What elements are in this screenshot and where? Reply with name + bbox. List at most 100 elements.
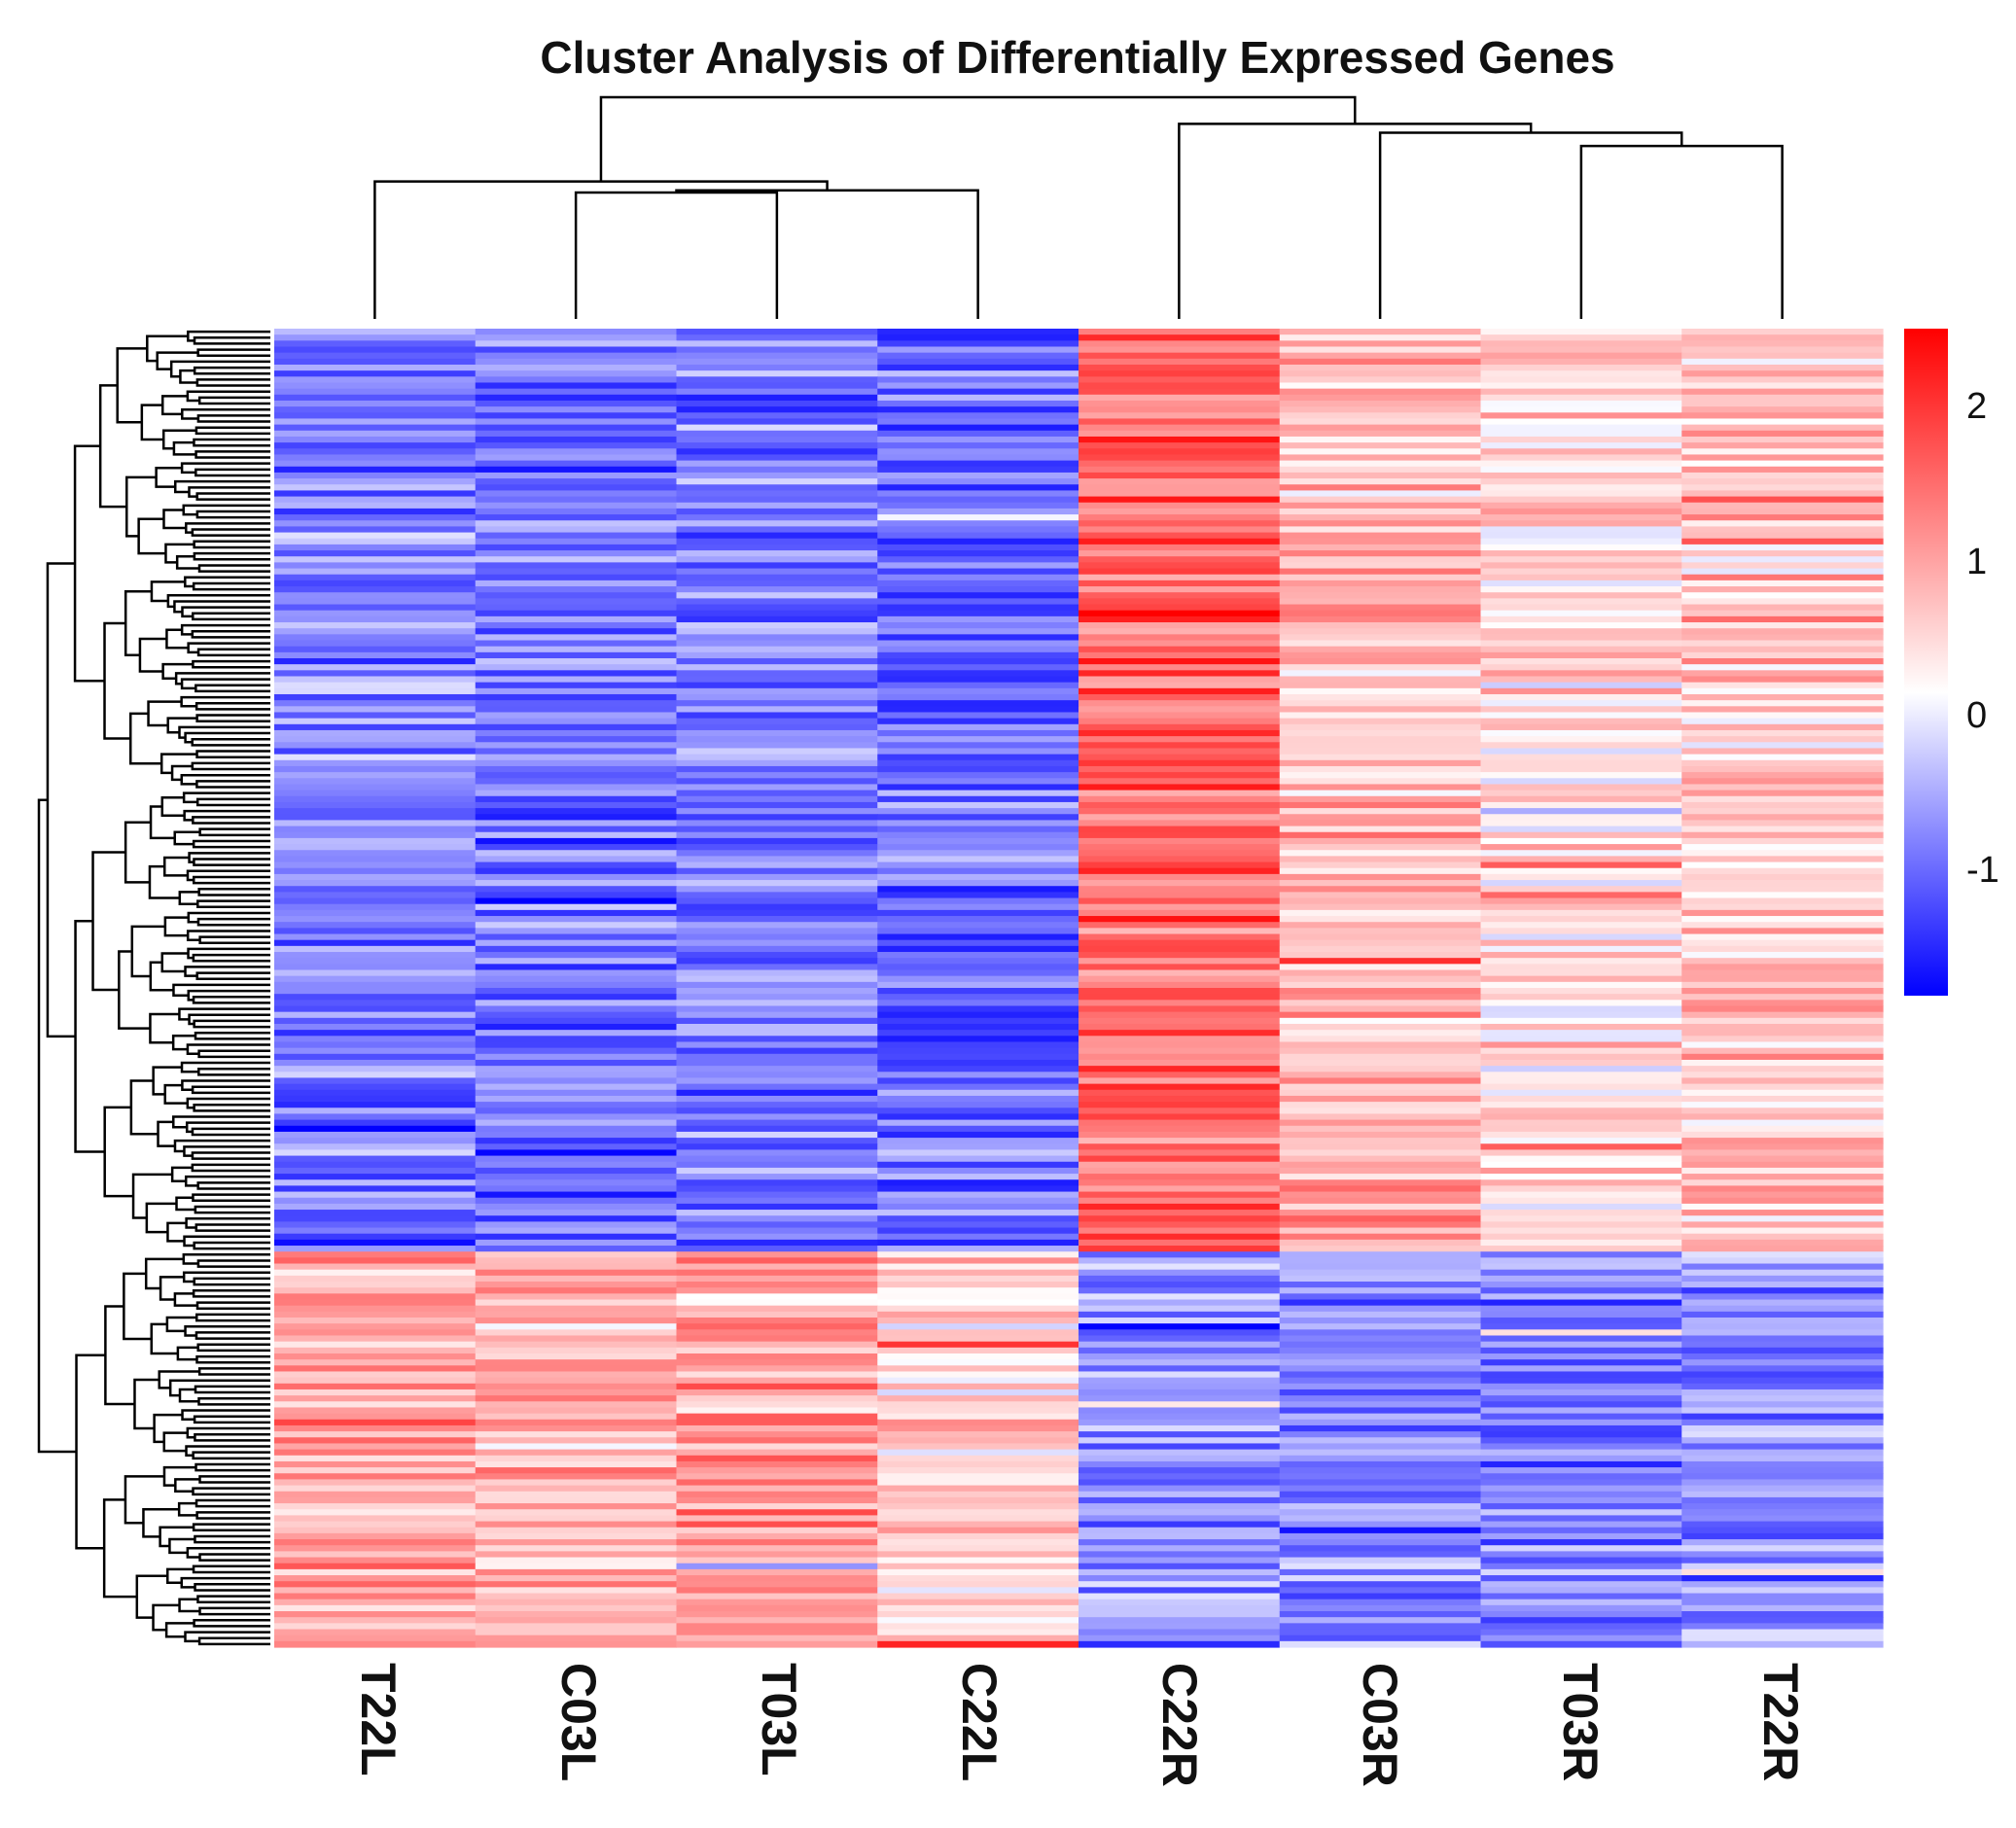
heatmap-cell [676,1161,878,1169]
heatmap-cell [475,903,678,911]
heatmap-cell [877,610,1079,617]
heatmap-cell [877,1197,1079,1205]
heatmap-cell [1681,1365,1884,1373]
heatmap-cell [676,436,878,443]
row-dendrogram-link [192,1523,270,1532]
heatmap-cell [274,1215,477,1222]
heatmap-cell [1480,1221,1682,1229]
heatmap-cell [877,1059,1079,1067]
heatmap-cell [1079,1089,1281,1097]
heatmap-cell [877,1551,1079,1559]
heatmap-cell [274,1551,477,1559]
heatmap-cell [877,352,1079,360]
heatmap-cell [676,988,878,995]
heatmap-cell [1681,939,1884,947]
heatmap-cell [475,1581,678,1588]
heatmap-cell [1079,706,1281,714]
heatmap-cell [475,748,678,756]
heatmap-cell [274,682,477,689]
heatmap-cell [1480,1323,1682,1330]
heatmap-cell [1681,880,1884,887]
heatmap-cell [274,1011,477,1019]
heatmap-cell [274,1431,477,1438]
row-dendrogram-link [193,540,270,549]
heatmap-cell [877,1491,1079,1498]
heatmap-cell [1480,376,1682,384]
heatmap-cell [1681,1401,1884,1409]
heatmap-cell [1681,1479,1884,1487]
heatmap-cell [274,729,477,737]
heatmap-cell [274,1395,477,1402]
heatmap-cell [475,723,678,731]
heatmap-cell [1079,466,1281,474]
heatmap-cell [877,1407,1079,1415]
heatmap-cell [676,880,878,887]
heatmap-cell [1279,1167,1482,1175]
heatmap-cell [1681,784,1884,791]
heatmap-cell [676,969,878,977]
heatmap-cell [676,352,878,360]
heatmap-cell [1681,1030,1884,1037]
row-dendrogram-link [140,404,164,441]
heatmap-cell [475,1335,678,1343]
heatmap-cell [1279,329,1482,335]
heatmap-cell [1681,1059,1884,1067]
heatmap-cell [1480,334,1682,341]
heatmap-cell [1681,873,1884,881]
heatmap-cell [1079,687,1281,695]
heatmap-cell [1279,837,1482,845]
row-dendrogram-link [91,851,126,992]
heatmap-cell [475,1568,678,1576]
heatmap-cell [1480,1161,1682,1169]
heatmap-cell [1279,1119,1482,1127]
heatmap-cell [877,562,1079,570]
heatmap-cell [1279,1431,1482,1438]
heatmap-cell [475,1149,678,1157]
heatmap-cell [1279,1083,1482,1091]
heatmap-cell [676,454,878,462]
heatmap-cell [1681,1335,1884,1343]
heatmap-cell [1079,1299,1281,1307]
heatmap-cell [1681,1443,1884,1451]
column-dendrogram [373,95,1784,319]
heatmap-cell [1279,400,1482,407]
heatmap-cell [1279,1215,1482,1222]
heatmap-cell [274,981,477,989]
heatmap-cell [1681,718,1884,725]
heatmap-cell [475,346,678,354]
heatmap-cell [877,886,1079,893]
heatmap-cell [1681,1197,1884,1205]
heatmap-cell [1681,418,1884,426]
heatmap-cell [1079,406,1281,413]
heatmap-cell [1279,598,1482,606]
heatmap-cell [1279,334,1482,341]
heatmap-cell [1279,1593,1482,1600]
heatmap-cell [1480,850,1682,857]
heatmap-cell [1279,1053,1482,1061]
row-dendrogram-link [191,1151,270,1160]
heatmap-cell [1279,676,1482,684]
heatmap-cell [1079,1532,1281,1540]
heatmap-cell [1279,861,1482,869]
heatmap-cell [877,1251,1079,1258]
heatmap-cell [1480,556,1682,563]
heatmap-cell [274,442,477,449]
heatmap-cell [1681,1383,1884,1390]
row-dendrogram-link [130,925,165,978]
row-dendrogram-link [195,1462,270,1472]
row-dendrogram-link [157,1120,175,1147]
heatmap-cell [1480,1023,1682,1031]
heatmap-cell [676,574,878,581]
heatmap-cell [274,1210,477,1216]
heatmap-cell [475,814,678,822]
heatmap-cell [475,1210,678,1216]
heatmap-cell [475,837,678,845]
heatmap-cell [1480,693,1682,701]
heatmap-cell [1079,844,1281,851]
heatmap-cell [676,916,878,923]
heatmap-cell [1079,1617,1281,1624]
heatmap-cell [274,580,477,587]
heatmap-cell [1681,532,1884,540]
heatmap-cell [1480,1293,1682,1301]
heatmap-cell [1279,1347,1482,1354]
